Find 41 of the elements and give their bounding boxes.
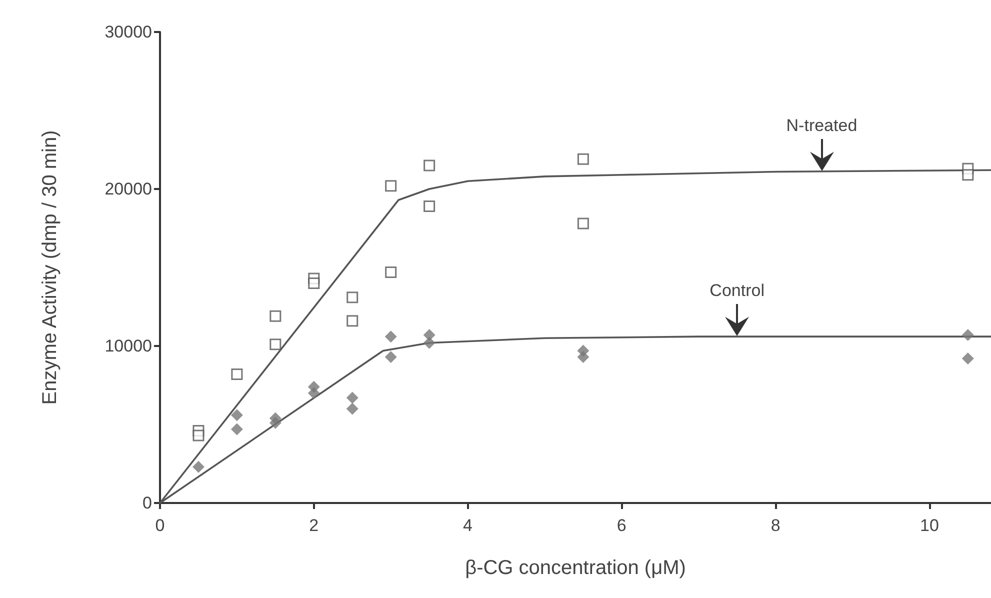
x-tick-label: 2 bbox=[309, 516, 319, 535]
point bbox=[962, 169, 974, 181]
point bbox=[192, 460, 204, 473]
point bbox=[384, 330, 397, 343]
x-axis-title: β-CG concentration (μM) bbox=[465, 557, 686, 579]
y-tick-label: 20000 bbox=[104, 180, 152, 198]
x-tick-label: 0 bbox=[155, 516, 165, 535]
y-axis-title: Enzyme Activity (dmp / 30 min) bbox=[39, 130, 61, 405]
point bbox=[270, 338, 282, 350]
point bbox=[308, 277, 320, 289]
point bbox=[192, 430, 204, 442]
point bbox=[346, 402, 358, 415]
point bbox=[230, 409, 243, 422]
point bbox=[385, 266, 397, 278]
point bbox=[346, 292, 358, 304]
annotation: N-treated bbox=[786, 116, 858, 136]
y-tick-label: 10000 bbox=[104, 336, 152, 356]
point bbox=[577, 350, 590, 363]
point bbox=[230, 423, 243, 436]
x-tick-label: 8 bbox=[770, 516, 780, 535]
point bbox=[384, 350, 397, 363]
point bbox=[346, 392, 358, 404]
x-tick-label: 10 bbox=[920, 516, 939, 535]
point bbox=[424, 200, 436, 212]
point bbox=[423, 336, 436, 349]
point bbox=[577, 153, 589, 165]
point bbox=[269, 416, 282, 429]
x-tick-label: 4 bbox=[463, 516, 473, 535]
point bbox=[385, 180, 397, 192]
point bbox=[424, 160, 436, 172]
point bbox=[308, 387, 320, 400]
y-tick-label: 0 bbox=[142, 494, 152, 512]
point bbox=[231, 368, 243, 380]
x-tick-label: 6 bbox=[616, 516, 626, 535]
y-tick-label: 30000 bbox=[104, 22, 152, 42]
point bbox=[346, 315, 358, 327]
point bbox=[962, 352, 974, 365]
annotation: Control bbox=[710, 280, 764, 301]
point bbox=[577, 218, 589, 230]
point bbox=[270, 310, 282, 322]
point bbox=[962, 329, 974, 342]
